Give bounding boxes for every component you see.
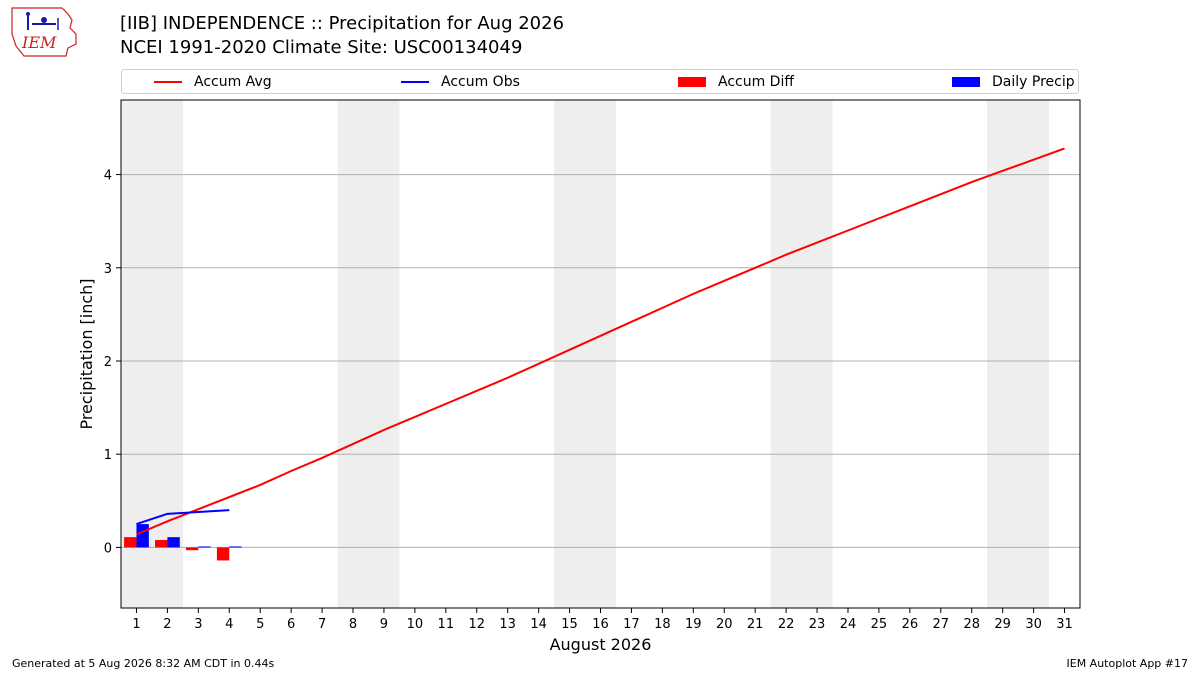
daily-precip-bar [167,537,180,548]
weekend-band [987,100,1050,608]
x-tick-label: 26 [902,617,919,632]
x-tick-label: 12 [468,617,485,632]
accum-diff-bar [216,547,230,561]
legend-swatch-accum-diff [678,76,706,87]
x-tick-label: 24 [840,617,857,632]
legend-swatch-accum-avg [154,80,182,83]
logo-text: IEM [21,33,57,52]
x-tick-label: 18 [654,617,671,632]
x-tick-label: 5 [256,617,264,632]
x-tick-label: 22 [778,617,795,632]
x-tick-label: 8 [349,617,357,632]
accum-obs-line [136,509,230,526]
x-axis-label: August 2026 [550,635,652,654]
x-tick-label: 6 [287,617,295,632]
weekend-band [554,100,616,608]
x-tick-label: 25 [871,617,888,632]
x-tick-label: 28 [963,617,980,632]
x-tick-label: 1 [132,617,140,632]
legend-swatch-daily-precip [952,76,980,87]
app-credit: IEM Autoplot App #17 [1066,657,1189,670]
y-axis-label: Precipitation [inch] [77,278,96,429]
weekend-band [770,100,833,608]
daily-precip-bar [198,546,211,548]
chart-title: [IIB] INDEPENDENCE :: Precipitation for … [120,12,564,60]
weekend-band [121,100,183,608]
x-tick-label: 16 [592,617,609,632]
x-tick-label: 29 [994,617,1011,632]
x-tick-label: 19 [685,617,702,632]
x-tick-label: 11 [438,617,455,632]
y-tick-label: 2 [104,355,112,370]
x-tick-label: 17 [623,617,640,632]
x-tick-label: 20 [716,617,733,632]
x-tick-label: 9 [380,617,388,632]
y-tick-label: 0 [104,541,112,556]
x-tick-label: 30 [1025,617,1042,632]
accum-diff-bar [155,539,168,548]
legend-item-accum-obs: Accum Obs [401,70,520,93]
weekend-band [337,100,400,608]
title-line-2: NCEI 1991-2020 Climate Site: USC00134049 [120,37,523,58]
x-tick-label: 14 [530,617,547,632]
legend-item-accum-avg: Accum Avg [154,70,272,93]
x-tick-label: 3 [194,617,202,632]
x-tick-label: 2 [163,617,171,632]
generated-timestamp: Generated at 5 Aug 2026 8:32 AM CDT in 0… [12,657,275,670]
x-tick-label: 23 [809,617,826,632]
x-tick-label: 21 [747,617,764,632]
accum-diff-bar [185,547,199,551]
x-tick-label: 15 [561,617,578,632]
x-tick-label: 13 [499,617,516,632]
legend-label-accum-diff: Accum Diff [718,73,795,90]
x-tick-label: 7 [318,617,326,632]
daily-precip-bar [136,524,149,548]
legend-label-accum-obs: Accum Obs [441,73,520,90]
accum-avg-line [136,147,1065,536]
legend-item-daily-precip: Daily Precip [952,70,1075,93]
x-tick-label: 4 [225,617,233,632]
x-tick-label: 31 [1056,617,1073,632]
legend-label-accum-avg: Accum Avg [194,73,272,90]
title-line-1: [IIB] INDEPENDENCE :: Precipitation for … [120,13,565,34]
y-tick-label: 4 [104,169,112,184]
y-tick-label: 1 [104,448,112,463]
legend: Accum Avg Accum Obs Accum Diff Daily Pre… [121,69,1079,94]
legend-item-accum-diff: Accum Diff [678,70,794,93]
x-tick-label: 27 [933,617,950,632]
iem-logo: IEM [11,7,77,57]
x-tick-label: 10 [407,617,424,632]
daily-precip-bar [229,546,242,548]
legend-swatch-accum-obs [401,80,429,83]
accum-diff-bar [124,537,137,548]
y-tick-label: 3 [104,262,112,277]
legend-label-daily-precip: Daily Precip [992,73,1075,90]
